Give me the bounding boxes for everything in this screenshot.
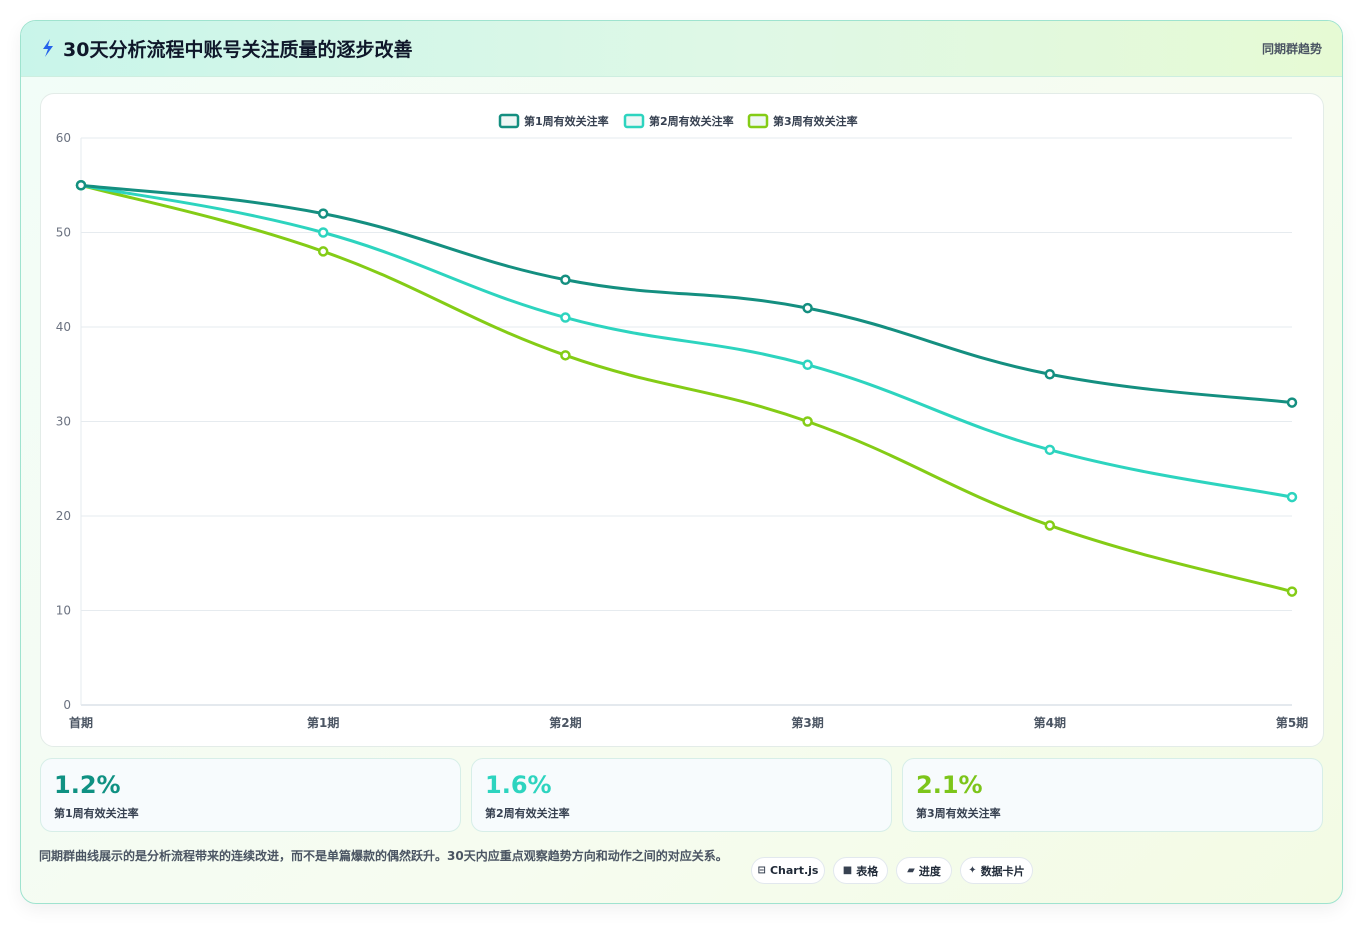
- pill-label: 表格: [856, 864, 879, 878]
- data-point: [802, 359, 813, 371]
- legend-label: 第1周有效关注率: [524, 114, 609, 128]
- series-line: [80, 183, 1293, 594]
- y-tick-label: 0: [63, 698, 71, 712]
- line-chart-panel: 0 10 20 30 40 50 60 首期 第1期 第2期 第3期 第4期 第5期 第1周有效关注率 第2…: [40, 93, 1324, 747]
- legend-label: 第3周有效关注率: [773, 114, 858, 128]
- stat-label: 第1周有效关注率: [54, 807, 139, 820]
- data-point: [1044, 520, 1056, 531]
- data-point: [1044, 369, 1056, 380]
- series-line: [80, 183, 1293, 405]
- y-tick-label: 30: [56, 415, 71, 429]
- y-tick-label: 40: [56, 320, 71, 334]
- progress-icon: ▰: [907, 865, 915, 876]
- data-point: [317, 246, 329, 257]
- data-point: [802, 302, 813, 314]
- data-point: [1286, 397, 1298, 408]
- series-line: [80, 183, 1293, 499]
- stat-card-week2: 1.6% 第2周有效关注率: [471, 758, 892, 832]
- card-header: 30天分析流程中账号关注质量的逐步改善 同期群趋势: [21, 21, 1342, 77]
- x-tick-label: 首期: [69, 715, 93, 730]
- data-card-button[interactable]: ✦ 数据卡片: [960, 857, 1033, 884]
- data-point: [802, 416, 813, 427]
- x-tick-label: 第1期: [307, 715, 339, 730]
- data-point: [1286, 586, 1298, 597]
- legend-swatch: [498, 113, 520, 129]
- data-point: [317, 208, 329, 219]
- lightning-icon: [43, 39, 53, 57]
- y-tick-label: 20: [56, 509, 71, 523]
- data-point: [75, 180, 87, 191]
- table-button[interactable]: ■ 表格: [833, 857, 888, 884]
- x-tick-label: 第2期: [549, 715, 581, 730]
- x-tick-label: 第5期: [1276, 715, 1308, 730]
- trend-card: 30天分析流程中账号关注质量的逐步改善 同期群趋势 0 10 20 30 40 50 60 首…: [20, 20, 1343, 904]
- stat-value: 1.6%: [485, 771, 552, 799]
- data-point: [560, 274, 571, 285]
- legend-label: 第2周有效关注率: [649, 114, 734, 128]
- progress-button[interactable]: ▰ 进度: [896, 857, 952, 884]
- x-tick-label: 第4期: [1034, 715, 1066, 730]
- footnote: 同期群曲线展示的是分析流程带来的连续改进，而不是单篇爆款的偶然跃升。30天内应重…: [39, 849, 728, 863]
- stat-card-week1: 1.2% 第1周有效关注率: [40, 758, 461, 832]
- table-icon: ■: [842, 865, 853, 876]
- pill-label: 数据卡片: [980, 864, 1025, 878]
- stat-value: 1.2%: [54, 771, 121, 799]
- stat-value: 2.1%: [916, 771, 983, 799]
- y-tick-label: 50: [56, 226, 71, 240]
- legend-swatch: [747, 113, 769, 129]
- x-tick-label: 第3期: [791, 715, 823, 730]
- data-point: [1286, 491, 1298, 503]
- pill-label: 进度: [918, 864, 941, 878]
- y-tick-label: 10: [56, 604, 71, 618]
- cohort-trend-tag: 同期群趋势: [1261, 42, 1322, 56]
- line-chart: 0 10 20 30 40 50 60 首期 第1期 第2期 第3期 第4期 第5期 第1周有效关注率 第2…: [56, 113, 1308, 730]
- data-point: [1044, 444, 1056, 456]
- pill-label: Chart.js: [769, 864, 819, 877]
- data-point: [560, 350, 571, 361]
- stat-label: 第2周有效关注率: [485, 807, 570, 820]
- chart-icon: ⊟: [757, 865, 766, 876]
- legend-swatch: [623, 113, 645, 129]
- stat-label: 第3周有效关注率: [916, 807, 1001, 820]
- page-title: 30天分析流程中账号关注质量的逐步改善: [63, 39, 413, 61]
- sparkle-icon: ✦: [968, 865, 977, 876]
- data-point: [560, 312, 571, 323]
- data-point: [317, 227, 329, 238]
- chartjs-button[interactable]: ⊟ Chart.js: [751, 857, 825, 884]
- stat-card-week3: 2.1% 第3周有效关注率: [902, 758, 1323, 832]
- y-tick-label: 60: [56, 131, 71, 145]
